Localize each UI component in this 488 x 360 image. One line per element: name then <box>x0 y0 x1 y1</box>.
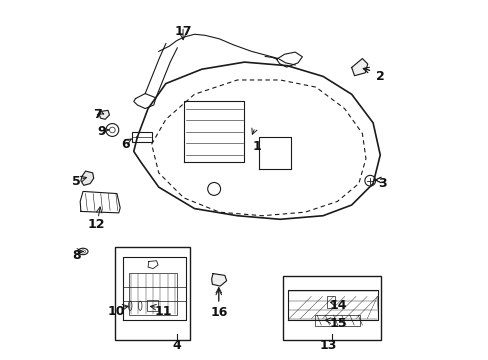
Text: 13: 13 <box>319 338 336 351</box>
Text: 3: 3 <box>377 177 386 190</box>
Text: 8: 8 <box>72 249 81 262</box>
Text: 12: 12 <box>87 218 105 231</box>
Polygon shape <box>99 111 109 119</box>
Text: 11: 11 <box>154 305 171 318</box>
Text: 5: 5 <box>72 175 81 188</box>
Bar <box>129 273 176 315</box>
Text: 15: 15 <box>329 317 346 330</box>
Polygon shape <box>211 274 226 286</box>
Polygon shape <box>351 59 367 76</box>
Text: 16: 16 <box>210 306 228 319</box>
Bar <box>146 300 158 311</box>
Bar <box>115 247 190 340</box>
Text: 1: 1 <box>252 140 261 153</box>
Text: 17: 17 <box>174 25 191 38</box>
Text: 10: 10 <box>108 305 125 318</box>
Bar <box>283 276 380 340</box>
Text: 9: 9 <box>97 125 106 138</box>
Bar <box>315 315 359 326</box>
Text: 14: 14 <box>329 299 346 312</box>
Bar <box>132 132 151 143</box>
Text: 4: 4 <box>172 338 181 351</box>
Bar <box>326 296 334 308</box>
Text: 2: 2 <box>375 70 384 83</box>
Polygon shape <box>81 171 94 185</box>
Text: 6: 6 <box>122 139 130 152</box>
Text: 7: 7 <box>93 108 102 121</box>
